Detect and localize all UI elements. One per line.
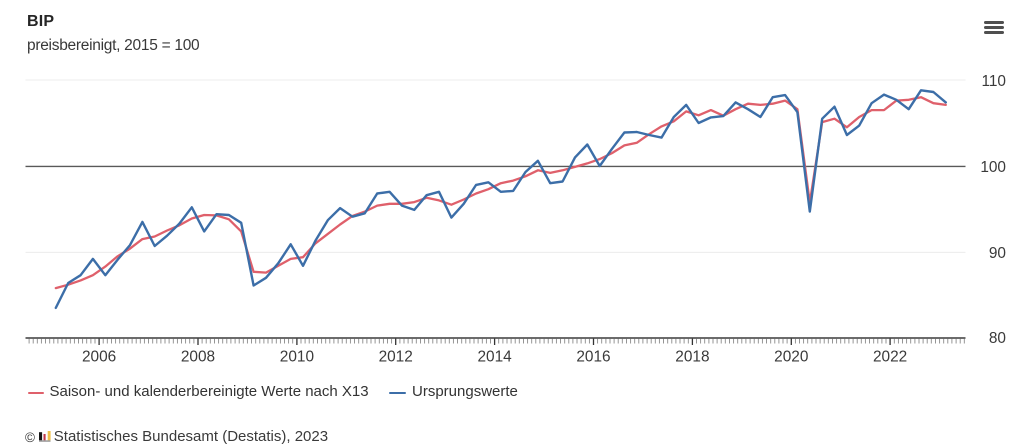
svg-text:2022: 2022: [873, 349, 907, 366]
svg-text:2012: 2012: [379, 349, 413, 366]
svg-text:2014: 2014: [477, 349, 512, 366]
svg-text:80: 80: [989, 330, 1006, 347]
svg-text:90: 90: [989, 245, 1006, 262]
svg-text:2008: 2008: [181, 349, 215, 366]
svg-text:2020: 2020: [774, 349, 808, 366]
svg-text:2016: 2016: [576, 349, 610, 366]
svg-text:2006: 2006: [82, 349, 116, 366]
svg-text:100: 100: [980, 159, 1006, 176]
svg-text:2018: 2018: [675, 349, 709, 366]
svg-text:110: 110: [981, 73, 1006, 90]
svg-text:2010: 2010: [280, 349, 314, 366]
